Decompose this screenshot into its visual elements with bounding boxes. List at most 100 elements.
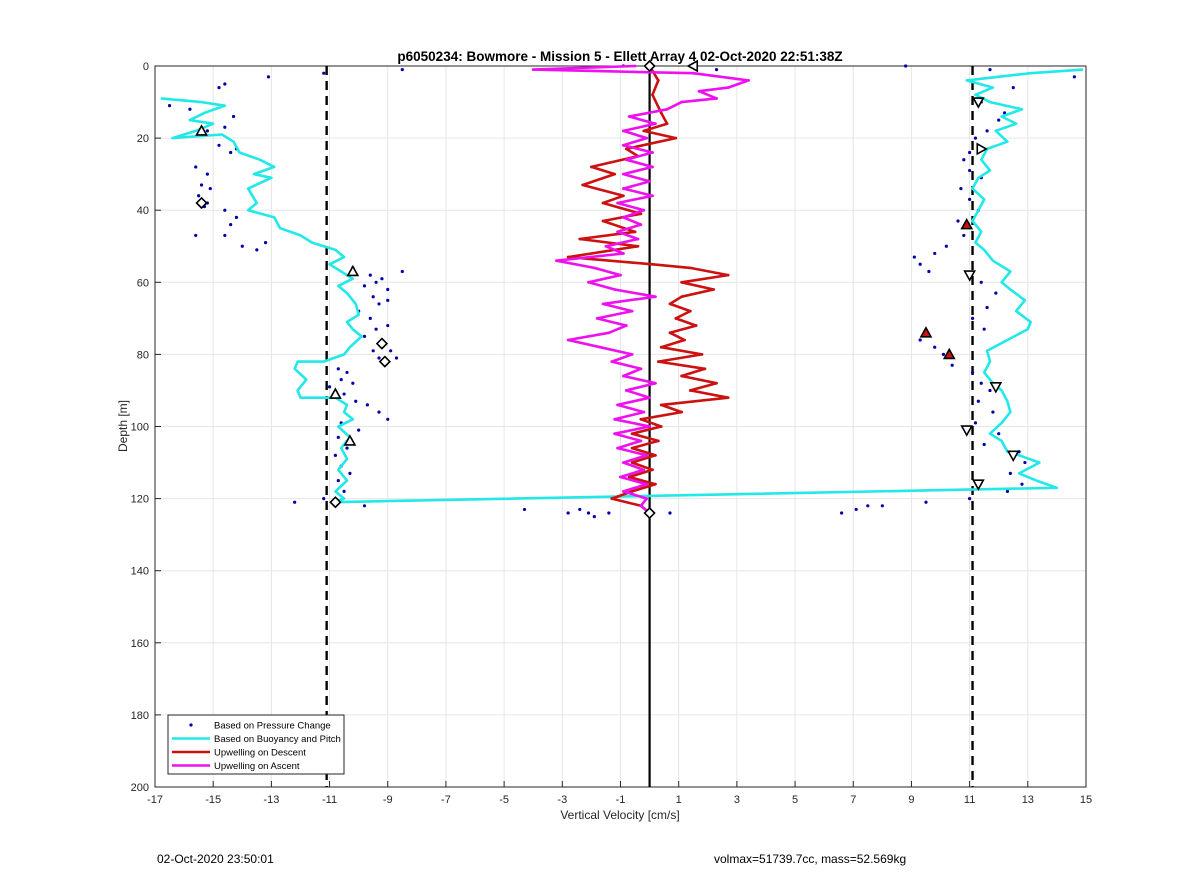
pressure-change-point — [840, 511, 844, 515]
upwelling-point — [622, 172, 625, 176]
pressure-change-point — [979, 381, 983, 385]
pressure-change-point — [199, 183, 204, 187]
triangle-up-marker — [346, 264, 360, 277]
pressure-change-point — [973, 421, 978, 425]
pressure-change-point — [205, 129, 209, 133]
x-tick-label: -7 — [441, 794, 451, 806]
upwelling-point — [654, 122, 657, 126]
pressure-change-point — [374, 280, 378, 284]
pressure-change-point — [394, 356, 399, 360]
triangle-down-marker — [963, 270, 976, 282]
upwelling-point — [587, 280, 590, 284]
x-tick-label: -11 — [322, 794, 337, 806]
pressure-change-point — [985, 305, 989, 310]
pressure-change-point — [365, 403, 369, 407]
pressure-change-point — [263, 241, 268, 245]
pressure-change-point — [982, 327, 986, 331]
upwelling-point — [630, 489, 634, 493]
upwelling-point — [610, 497, 614, 500]
upwelling-point — [624, 389, 628, 392]
pressure-change-point — [240, 244, 244, 248]
pressure-change-point — [979, 280, 983, 284]
pressure-change-point — [970, 316, 975, 320]
pressure-change-point — [293, 500, 297, 504]
upwelling-point — [659, 345, 663, 349]
diamond-marker — [643, 59, 656, 73]
pressure-change-point — [1023, 460, 1027, 465]
pressure-change-point — [336, 435, 340, 439]
legend-box — [167, 714, 345, 775]
diamond-marker — [329, 496, 342, 509]
upwelling-point — [688, 309, 692, 313]
pressure-change-point — [380, 277, 384, 281]
pressure-change-point — [188, 107, 192, 111]
diamond-marker — [378, 355, 391, 368]
pressure-change-point — [918, 262, 922, 266]
upwelling-point — [656, 360, 660, 364]
pressure-change-point — [266, 75, 271, 79]
upwelling-point — [680, 410, 683, 414]
upwelling-point — [636, 237, 640, 241]
upwelling-point — [654, 295, 657, 299]
pressure-change-point — [368, 273, 372, 277]
upwelling-point — [616, 201, 619, 205]
upwelling-point — [659, 425, 663, 428]
x-tick-label: 13 — [1022, 794, 1034, 806]
footer-volmax-mass: volmax=51739.7cc, mass=52.569kg — [714, 852, 907, 866]
y-tick-label: 40 — [137, 205, 149, 217]
pressure-change-point — [927, 269, 931, 274]
pressure-change-point — [968, 197, 972, 201]
upwelling-point — [619, 475, 622, 479]
triangle-down-marker — [1006, 450, 1020, 462]
upwelling-point — [630, 461, 634, 464]
y-tick-label: 100 — [131, 422, 149, 434]
pressure-change-point — [912, 255, 916, 259]
pressure-change-point — [386, 323, 390, 328]
x-tick-label: 15 — [1080, 794, 1092, 806]
pressure-change-point — [714, 68, 719, 72]
pressure-change-point — [342, 392, 346, 396]
upwelling-point — [654, 381, 657, 385]
based-on-buoyancy-and-pitch-line — [160, 68, 1084, 504]
upwelling-point — [674, 316, 678, 320]
upwelling-point — [633, 64, 637, 68]
pressure-change-point — [933, 345, 937, 349]
x-tick-label: 11 — [964, 794, 975, 806]
pressure-change-point — [255, 248, 259, 252]
upwelling-point — [665, 107, 669, 111]
chart-title: p6050234: Bowmore - Mission 5 - Ellett A… — [397, 49, 842, 64]
pressure-change-point — [1008, 471, 1012, 475]
pressure-change-point — [234, 215, 239, 220]
upwelling-point — [624, 158, 628, 162]
pressure-change-point — [336, 367, 340, 371]
pressure-change-point — [959, 186, 963, 191]
legend: Based on Pressure Change Based on Buoyanc… — [167, 714, 345, 775]
pressure-change-point — [345, 370, 349, 375]
pressure-change-point — [322, 497, 326, 501]
diamond-marker — [375, 337, 389, 350]
y-tick-label: 200 — [131, 782, 149, 794]
upwelling-point — [668, 302, 672, 306]
pressure-change-point — [197, 194, 201, 198]
upwelling-point — [651, 151, 654, 154]
x-tick-label: 5 — [792, 794, 798, 806]
y-tick-label: 80 — [137, 349, 149, 361]
filled-triangle-marker — [960, 217, 974, 230]
upwelling-point — [616, 446, 619, 450]
x-tick-label: -17 — [147, 794, 163, 806]
pressure-change-point — [924, 500, 928, 504]
pressure-change-point — [968, 150, 972, 155]
pressure-change-point — [962, 233, 966, 238]
upwelling-point — [622, 187, 625, 190]
pressure-change-point — [223, 125, 227, 129]
upwelling-point — [622, 129, 625, 133]
y-tick-label: 160 — [131, 638, 149, 650]
upwelling-point — [624, 147, 628, 151]
x-tick-label: -15 — [205, 794, 221, 806]
x-tick-label: 9 — [908, 794, 914, 806]
x-tick-labels: -17 -15 -13 -11 -9 -7 -5 -3 -1 1 3 5 7 9 11 13 15 — [147, 794, 1092, 806]
upwelling-point — [697, 89, 701, 93]
upwelling-point — [726, 86, 730, 90]
legend-entry-label: Upwelling on Descent — [214, 748, 306, 759]
